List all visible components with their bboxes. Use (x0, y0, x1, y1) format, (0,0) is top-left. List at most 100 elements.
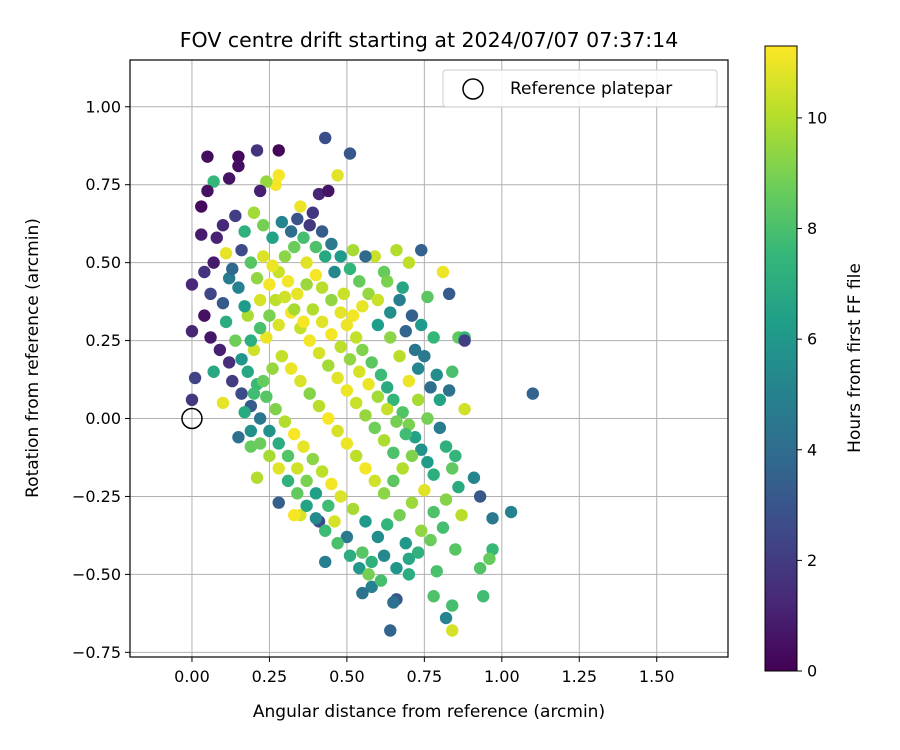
data-point (353, 365, 366, 378)
data-point (349, 331, 363, 344)
data-point (377, 434, 391, 447)
data-point (442, 384, 456, 397)
x-tick-label: 0.25 (252, 667, 288, 686)
data-point (393, 349, 406, 363)
data-point (411, 362, 425, 375)
data-point (362, 568, 375, 581)
data-point (247, 343, 261, 357)
data-point (312, 399, 326, 413)
data-point (201, 150, 214, 163)
data-point (198, 309, 211, 322)
data-point (399, 325, 412, 338)
data-point (272, 462, 285, 475)
y-axis-ticks: −0.75 −0.50 −0.25 0.00 0.25 0.50 0.75 1.00 (72, 97, 130, 662)
data-point (226, 374, 239, 388)
data-point (260, 175, 273, 188)
data-point (185, 278, 199, 291)
data-point (334, 250, 347, 263)
data-point (244, 334, 258, 347)
data-point (380, 381, 394, 394)
data-point (232, 431, 245, 444)
colorbar-tick-label: 0 (807, 662, 817, 681)
data-point (411, 393, 425, 407)
data-point (359, 462, 372, 475)
data-point (216, 219, 230, 232)
data-point (288, 240, 301, 254)
data-point (362, 287, 375, 301)
data-point (331, 537, 344, 550)
data-point (433, 421, 447, 435)
data-point (446, 365, 459, 378)
colorbar-tick-label: 4 (807, 440, 817, 459)
data-point (368, 250, 381, 263)
data-point (380, 402, 394, 416)
plot-frame (129, 59, 729, 658)
data-point (278, 290, 292, 304)
data-point (288, 303, 301, 316)
data-point (393, 293, 406, 307)
data-point (418, 484, 431, 497)
data-point (257, 250, 270, 263)
data-point (331, 371, 344, 385)
data-point (446, 462, 459, 475)
data-point (250, 471, 264, 484)
data-point (253, 184, 267, 198)
data-point (359, 250, 372, 263)
x-tick-label: 1.25 (561, 667, 597, 686)
data-point (303, 219, 316, 232)
data-point (399, 537, 412, 550)
data-point (334, 340, 347, 354)
data-point (374, 368, 388, 382)
data-point (473, 490, 487, 503)
data-point (504, 505, 518, 519)
data-point (436, 521, 450, 534)
data-point (229, 334, 242, 347)
data-point (216, 396, 230, 410)
data-point (241, 365, 254, 378)
y-tick-label: −0.75 (72, 643, 121, 662)
data-point (309, 240, 323, 254)
data-point (253, 321, 267, 335)
data-point (384, 624, 397, 637)
data-point (226, 262, 239, 276)
data-point (294, 200, 307, 213)
data-point (232, 150, 245, 163)
data-point (377, 549, 391, 562)
data-point (486, 543, 499, 556)
data-point (371, 293, 385, 307)
data-point (266, 231, 279, 244)
data-point (415, 524, 428, 537)
data-point (201, 184, 214, 198)
data-point (213, 343, 227, 357)
data-point (331, 424, 344, 438)
x-tick-label: 0.50 (329, 667, 365, 686)
data-point (309, 268, 323, 282)
y-tick-label: 0.50 (85, 253, 121, 272)
data-point (275, 215, 289, 229)
data-point (442, 287, 456, 301)
y-tick-label: 1.00 (85, 97, 121, 116)
data-point (380, 518, 394, 531)
data-point (343, 147, 357, 160)
data-point (315, 281, 329, 294)
x-tick-label: 0.00 (174, 667, 210, 686)
data-point (257, 374, 270, 388)
data-point (349, 396, 363, 410)
data-point (253, 293, 267, 307)
data-point (377, 487, 391, 500)
data-point (207, 365, 220, 378)
legend-label: Reference platepar (510, 79, 672, 99)
data-point (402, 256, 416, 269)
data-point (340, 384, 354, 397)
data-point (418, 349, 431, 363)
data-point (309, 487, 323, 500)
data-point (297, 440, 310, 453)
data-point (346, 502, 360, 516)
data-point (371, 390, 385, 403)
data-point (219, 315, 233, 329)
data-point (266, 259, 279, 272)
data-point (210, 231, 223, 244)
colorbar-tick-label: 6 (807, 330, 817, 349)
data-point (284, 225, 298, 238)
data-point (250, 272, 264, 285)
